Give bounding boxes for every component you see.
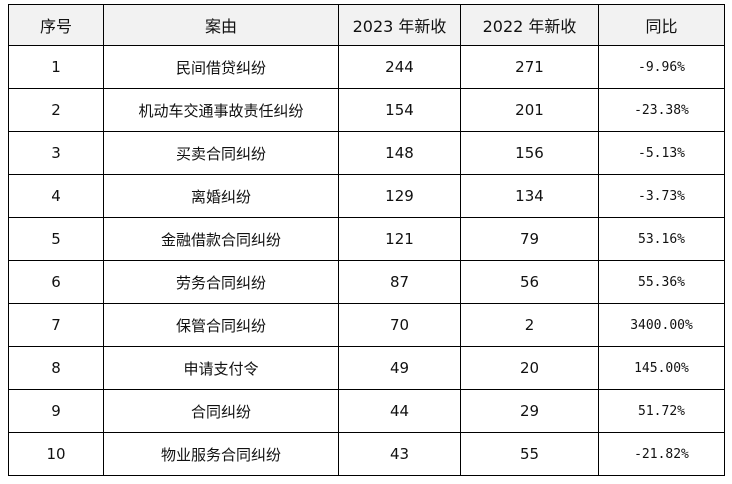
row-cause: 保管合同纠纷	[103, 303, 339, 347]
row-index: 1	[8, 45, 104, 89]
row-yoy-change: -5.13%	[598, 131, 725, 175]
row-2022-count: 29	[460, 389, 599, 433]
row-yoy-change: -23.38%	[598, 88, 725, 132]
row-cause: 买卖合同纠纷	[103, 131, 339, 175]
table-row: 5 金融借款合同纠纷 121 79 53.16%	[8, 217, 725, 261]
row-yoy-change: -9.96%	[598, 45, 725, 89]
table-row: 6 劳务合同纠纷 87 56 55.36%	[8, 260, 725, 304]
row-2023-count: 44	[338, 389, 461, 433]
table-row: 2 机动车交通事故责任纠纷 154 201 -23.38%	[8, 88, 725, 132]
row-2022-count: 2	[460, 303, 599, 347]
header-cause: 案由	[103, 4, 339, 46]
table-body: 1 民间借贷纠纷 244 271 -9.96% 2 机动车交通事故责任纠纷 15…	[8, 45, 725, 476]
row-2022-count: 156	[460, 131, 599, 175]
row-2022-count: 271	[460, 45, 599, 89]
row-2023-count: 87	[338, 260, 461, 304]
header-year-on-year: 同比	[598, 4, 725, 46]
row-index: 7	[8, 303, 104, 347]
table-header: 序号 案由 2023 年新收 2022 年新收 同比	[8, 4, 725, 46]
row-2023-count: 49	[338, 346, 461, 390]
table-row: 7 保管合同纠纷 70 2 3400.00%	[8, 303, 725, 347]
table-row: 8 申请支付令 49 20 145.00%	[8, 346, 725, 390]
row-2023-count: 70	[338, 303, 461, 347]
row-cause: 民间借贷纠纷	[103, 45, 339, 89]
row-2023-count: 244	[338, 45, 461, 89]
table-row: 10 物业服务合同纠纷 43 55 -21.82%	[8, 432, 725, 476]
table-row: 3 买卖合同纠纷 148 156 -5.13%	[8, 131, 725, 175]
row-2022-count: 201	[460, 88, 599, 132]
row-index: 8	[8, 346, 104, 390]
row-2022-count: 55	[460, 432, 599, 476]
row-2023-count: 121	[338, 217, 461, 261]
row-yoy-change: 145.00%	[598, 346, 725, 390]
row-2023-count: 129	[338, 174, 461, 218]
table-row: 1 民间借贷纠纷 244 271 -9.96%	[8, 45, 725, 89]
row-index: 4	[8, 174, 104, 218]
header-2022-new-cases: 2022 年新收	[460, 4, 599, 46]
table-row: 9 合同纠纷 44 29 51.72%	[8, 389, 725, 433]
header-row: 序号 案由 2023 年新收 2022 年新收 同比	[8, 4, 725, 46]
row-2022-count: 20	[460, 346, 599, 390]
row-2022-count: 134	[460, 174, 599, 218]
row-index: 6	[8, 260, 104, 304]
header-index: 序号	[8, 4, 104, 46]
row-cause: 离婚纠纷	[103, 174, 339, 218]
row-2023-count: 148	[338, 131, 461, 175]
row-yoy-change: 51.72%	[598, 389, 725, 433]
header-2023-new-cases: 2023 年新收	[338, 4, 461, 46]
row-cause: 物业服务合同纠纷	[103, 432, 339, 476]
row-index: 10	[8, 432, 104, 476]
row-index: 5	[8, 217, 104, 261]
row-yoy-change: 3400.00%	[598, 303, 725, 347]
row-2023-count: 154	[338, 88, 461, 132]
row-index: 2	[8, 88, 104, 132]
row-index: 3	[8, 131, 104, 175]
case-statistics-table: 序号 案由 2023 年新收 2022 年新收 同比 1 民间借贷纠纷 244 …	[8, 4, 725, 476]
row-cause: 申请支付令	[103, 346, 339, 390]
row-2022-count: 56	[460, 260, 599, 304]
row-cause: 劳务合同纠纷	[103, 260, 339, 304]
row-yoy-change: -3.73%	[598, 174, 725, 218]
row-2022-count: 79	[460, 217, 599, 261]
row-index: 9	[8, 389, 104, 433]
row-2023-count: 43	[338, 432, 461, 476]
row-cause: 金融借款合同纠纷	[103, 217, 339, 261]
row-yoy-change: 53.16%	[598, 217, 725, 261]
row-yoy-change: -21.82%	[598, 432, 725, 476]
row-cause: 合同纠纷	[103, 389, 339, 433]
table-row: 4 离婚纠纷 129 134 -3.73%	[8, 174, 725, 218]
row-cause: 机动车交通事故责任纠纷	[103, 88, 339, 132]
row-yoy-change: 55.36%	[598, 260, 725, 304]
